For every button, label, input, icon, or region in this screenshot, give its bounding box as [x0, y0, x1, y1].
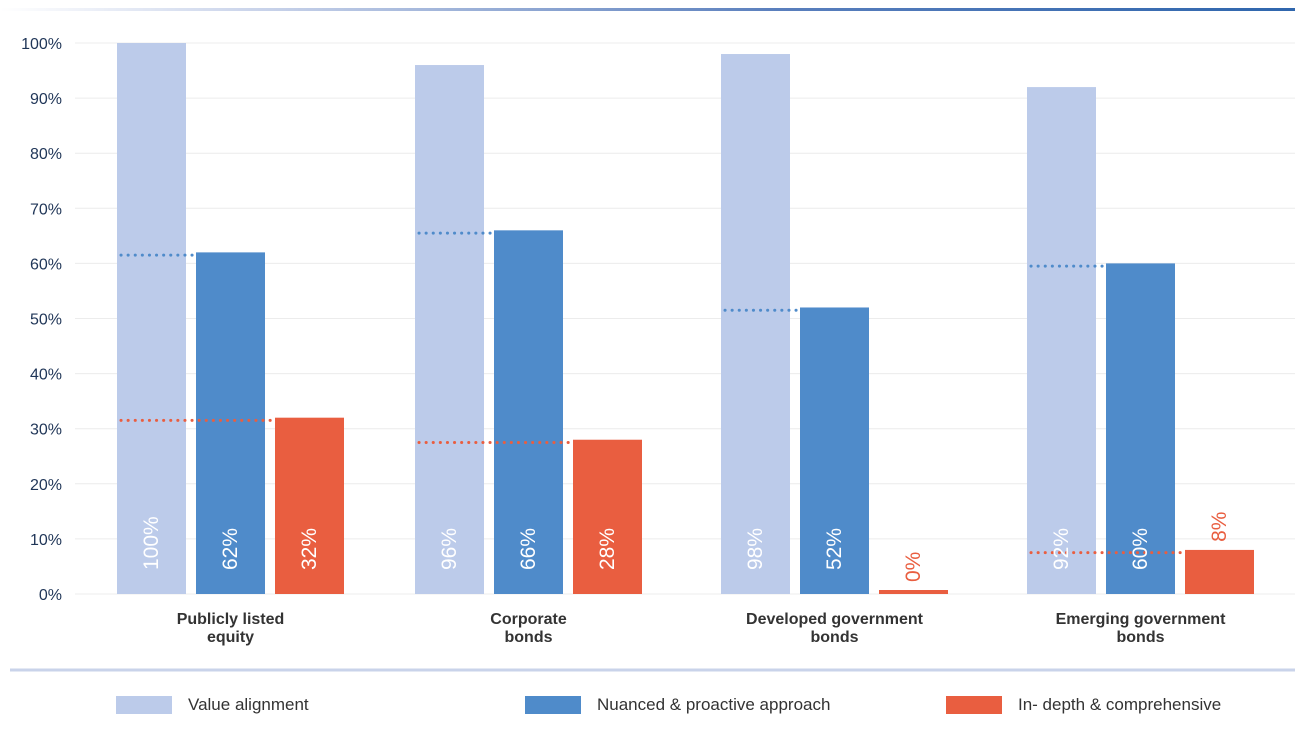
bar-chart: 0% 10% 20% 30% 40% 50% 60% 70% 80% 90% 100% 100% 96…	[10, 36, 1295, 672]
category-label: bonds	[1117, 629, 1165, 646]
x-axis: Publicly listedequityCorporatebondsDevel…	[10, 611, 1295, 672]
y-tick-label: 80%	[30, 146, 62, 163]
bar	[800, 307, 869, 594]
reference-lines	[119, 231, 1187, 555]
data-label: 60%	[1129, 528, 1152, 570]
legend-label: In- depth & comprehensive	[1018, 695, 1222, 714]
legend: Value alignment Nuanced & proactive appr…	[0, 690, 1295, 720]
legend-item-value-alignment: Value alignment	[116, 690, 309, 720]
legend-label: Value alignment	[188, 695, 309, 714]
data-label: 96%	[438, 528, 461, 570]
legend-label: Nuanced & proactive approach	[597, 695, 831, 714]
bar	[573, 439, 642, 594]
y-tick-label: 100%	[21, 36, 62, 53]
category-label: equity	[207, 629, 254, 646]
top-rule	[0, 8, 1295, 11]
category-label: bonds	[505, 629, 553, 646]
category-label: Developed government	[746, 611, 924, 628]
data-labels: 100% 96% 98% 92% 62% 66% 52% 60% 32% 28% 0% 8%	[140, 512, 1231, 582]
data-label: 66%	[517, 528, 540, 570]
y-tick-label: 10%	[30, 532, 62, 549]
legend-item-in-depth-comprehensive: In- depth & comprehensive	[946, 690, 1221, 720]
bar	[196, 252, 265, 594]
legend-swatch	[946, 696, 1002, 714]
legend-item-nuanced-proactive: Nuanced & proactive approach	[525, 690, 830, 720]
data-label: 92%	[1050, 528, 1073, 570]
data-label: 0%	[902, 552, 925, 582]
data-label: 100%	[140, 516, 163, 570]
data-label: 52%	[823, 528, 846, 570]
category-label: Emerging government	[1056, 611, 1226, 628]
y-axis: 0% 10% 20% 30% 40% 50% 60% 70% 80% 90% 100%	[21, 36, 62, 604]
bars	[117, 43, 1254, 595]
data-label: 8%	[1208, 512, 1231, 542]
data-label: 98%	[744, 528, 767, 570]
y-tick-label: 60%	[30, 256, 62, 273]
category-label: Publicly listed	[177, 611, 285, 628]
bar	[1027, 87, 1096, 594]
category-label: Corporate	[490, 611, 567, 628]
y-tick-label: 0%	[39, 587, 62, 604]
bar	[117, 43, 186, 594]
bar	[275, 417, 344, 594]
legend-swatch	[116, 696, 172, 714]
bar	[1106, 263, 1175, 594]
y-tick-label: 50%	[30, 312, 62, 329]
y-tick-label: 20%	[30, 477, 62, 494]
y-tick-label: 30%	[30, 422, 62, 439]
bar	[415, 65, 484, 595]
bar	[494, 230, 563, 594]
bar	[879, 590, 948, 594]
data-label: 28%	[596, 528, 619, 570]
bar	[721, 54, 790, 594]
data-label: 32%	[298, 528, 321, 570]
bar	[1185, 549, 1254, 594]
y-tick-label: 70%	[30, 201, 62, 218]
legend-swatch	[525, 696, 581, 714]
data-label: 62%	[219, 528, 242, 570]
y-tick-label: 40%	[30, 367, 62, 384]
category-label: bonds	[811, 629, 859, 646]
y-tick-label: 90%	[30, 91, 62, 108]
